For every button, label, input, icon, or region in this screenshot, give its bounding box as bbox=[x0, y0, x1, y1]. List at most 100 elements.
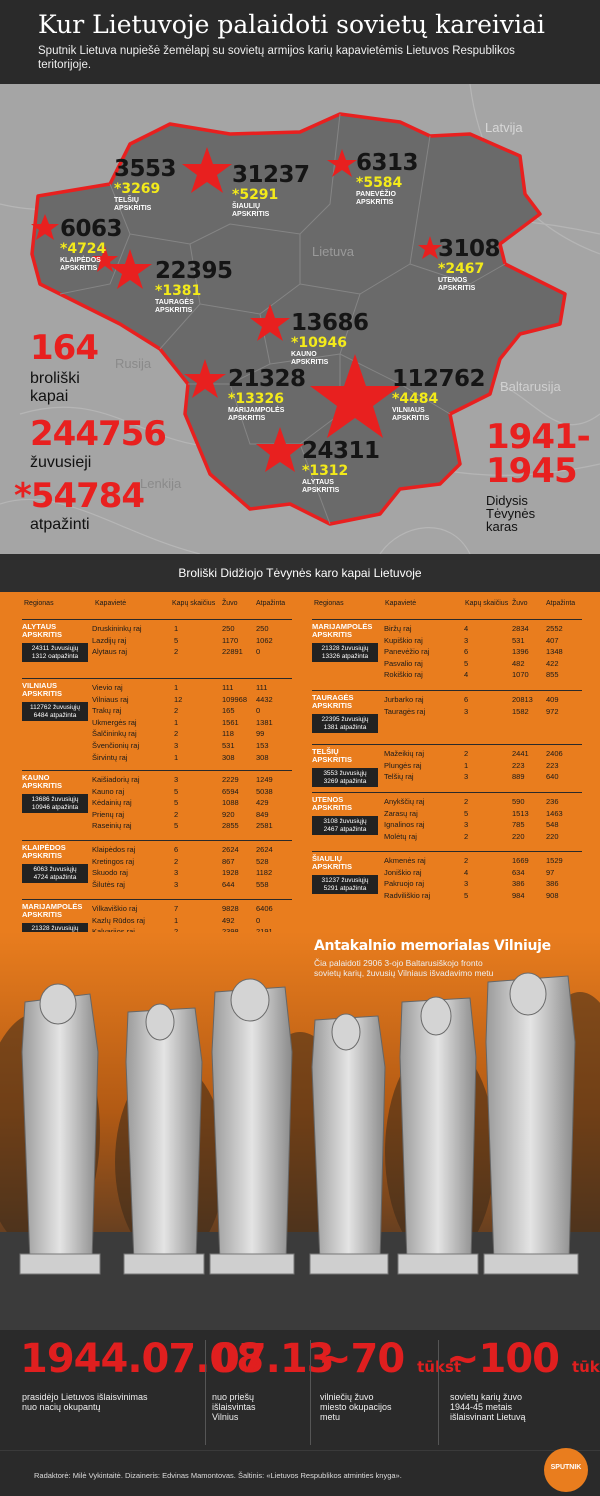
cell-identified: 308 bbox=[256, 752, 269, 762]
cell-count: 2 bbox=[174, 856, 179, 866]
cell-place: Vievio raj bbox=[92, 683, 123, 692]
graves-count: 164 bbox=[30, 328, 99, 368]
region-name: ŠIAULIŲ APSKRITIS bbox=[312, 854, 353, 871]
logo-text: SPUTNIK bbox=[550, 1464, 582, 1471]
grave-stars bbox=[31, 147, 442, 472]
col-identified: Atpažinta bbox=[546, 600, 576, 607]
col-dead: Žuvo bbox=[512, 600, 528, 607]
cell-dead: 2398 bbox=[222, 927, 239, 937]
cell-identified: 4432 bbox=[256, 694, 273, 704]
cell-place: Akmenės raj bbox=[384, 856, 426, 865]
cell-place: Telšių raj bbox=[384, 772, 414, 782]
region-total: 31237 bbox=[232, 162, 310, 188]
cell-place: Šilutės raj bbox=[92, 879, 125, 889]
star-telsiai bbox=[92, 246, 118, 272]
cell-dead: 1561 bbox=[222, 717, 239, 727]
cell-dead: 2441 bbox=[512, 749, 529, 758]
years-start: 1941- bbox=[486, 417, 591, 457]
credits: Radaktorė: Milė Vykintaitė. Dizaineris: … bbox=[34, 1471, 402, 1480]
row-divider bbox=[312, 792, 582, 793]
cell-identified: 558 bbox=[256, 879, 269, 889]
map: Latvija Lietuva Rusija Baltarusija Lenki… bbox=[0, 84, 600, 554]
region-identified: *1312 bbox=[302, 463, 349, 479]
row-divider bbox=[22, 770, 292, 771]
region-badge: 6063 žuvusiųjų 4724 atpažinta bbox=[22, 864, 88, 883]
region-type: APSKRITIS bbox=[392, 415, 430, 422]
region-name: PANEVĖŽIO bbox=[356, 191, 396, 198]
dead-label: žuvusieji bbox=[30, 454, 92, 471]
cell-place: Biržų raj bbox=[384, 624, 412, 633]
cell-count: 6 bbox=[464, 647, 469, 657]
cell-identified: 0 bbox=[256, 706, 261, 716]
region-type: APSKRITIS bbox=[438, 285, 476, 292]
cell-dead: 644 bbox=[222, 879, 235, 889]
cell-identified: 1348 bbox=[546, 647, 563, 657]
divider bbox=[205, 1340, 206, 1445]
cell-identified: 1249 bbox=[256, 775, 273, 784]
cell-dead: 867 bbox=[222, 856, 235, 866]
cell-identified: 2581 bbox=[256, 821, 273, 831]
cell-count: 3 bbox=[174, 879, 179, 889]
row-divider bbox=[312, 690, 582, 691]
divider bbox=[438, 1340, 439, 1445]
cell-dead: 1513 bbox=[512, 808, 529, 818]
label-russia: Rusija bbox=[115, 356, 152, 371]
cell-dead: 111 bbox=[222, 683, 234, 692]
cell-dead: 386 bbox=[512, 879, 525, 889]
cell-dead: 1669 bbox=[512, 856, 529, 865]
col-place: Kapavietė bbox=[95, 600, 127, 607]
cell-place: Klaipėdos raj bbox=[92, 845, 136, 854]
graves-label-2: kapai bbox=[30, 388, 69, 405]
cell-count: 3 bbox=[464, 772, 469, 782]
sputnik-logo[interactable]: SPUTNIK bbox=[544, 1448, 588, 1492]
cell-count: 2 bbox=[464, 856, 469, 865]
region-total: 3553 bbox=[114, 156, 177, 182]
star-alytus bbox=[256, 427, 304, 472]
page-subtitle: Sputnik Lietuva nupiešė žemėlapį su sovi… bbox=[38, 45, 515, 71]
cell-identified: 422 bbox=[546, 658, 559, 668]
region-name: KAUNO bbox=[291, 351, 317, 358]
cell-count: 1 bbox=[174, 717, 179, 727]
region-siauliai: 31237 *5291 ŠIAULIŲ APSKRITIS bbox=[232, 164, 310, 219]
cell-identified: 1529 bbox=[546, 856, 563, 865]
map-art bbox=[0, 84, 600, 554]
fact-date-vilnius: 07.13 bbox=[212, 1336, 335, 1382]
region-total: 21328 bbox=[228, 366, 306, 392]
col-dead: Žuvo bbox=[222, 600, 238, 607]
cell-dead: 2229 bbox=[222, 775, 239, 784]
region-identified: *3269 bbox=[114, 181, 161, 197]
cell-count: 2 bbox=[464, 831, 469, 841]
cell-count: 6 bbox=[464, 695, 469, 704]
star-utenos bbox=[418, 236, 442, 259]
cell-dead: 482 bbox=[512, 658, 525, 668]
region-type: APSKRITIS bbox=[232, 211, 270, 218]
region-type: APSKRITIS bbox=[302, 487, 340, 494]
cell-identified: 386 bbox=[546, 879, 559, 889]
star-kaunas bbox=[250, 304, 290, 341]
cell-dead: 9828 bbox=[222, 904, 239, 913]
cell-count: 2 bbox=[174, 647, 179, 657]
cell-identified: 1463 bbox=[546, 808, 563, 818]
cell-place: Zarasų raj bbox=[384, 808, 418, 818]
col-place: Kapavietė bbox=[385, 600, 417, 607]
cell-dead: 250 bbox=[222, 624, 235, 633]
cell-dead: 22891 bbox=[222, 647, 243, 657]
row-divider bbox=[22, 678, 292, 679]
region-name: UTENOS bbox=[438, 277, 468, 284]
memorial-image bbox=[0, 932, 600, 1332]
region-type: APSKRITIS bbox=[291, 359, 329, 366]
cell-place: Joniškio raj bbox=[384, 867, 422, 877]
star-vilnius bbox=[310, 354, 400, 438]
cell-dead: 492 bbox=[222, 915, 235, 925]
col-count: Kapų skaičius bbox=[172, 600, 216, 607]
cell-identified: 855 bbox=[546, 670, 559, 680]
cell-place: Ignalinos raj bbox=[384, 820, 425, 830]
cell-identified: 908 bbox=[546, 890, 559, 900]
header: Kur Lietuvoje palaidoti sovietų kareivia… bbox=[0, 0, 600, 84]
cell-count: 12 bbox=[174, 694, 183, 704]
cell-dead: 2624 bbox=[222, 845, 239, 854]
years-end: 1945 bbox=[486, 451, 578, 491]
region-telsiai: 3553 *3269 TELŠIŲ APSKRITIS bbox=[114, 156, 177, 213]
region-identified: *10946 bbox=[291, 335, 348, 351]
cell-place: Skuodo raj bbox=[92, 868, 128, 878]
